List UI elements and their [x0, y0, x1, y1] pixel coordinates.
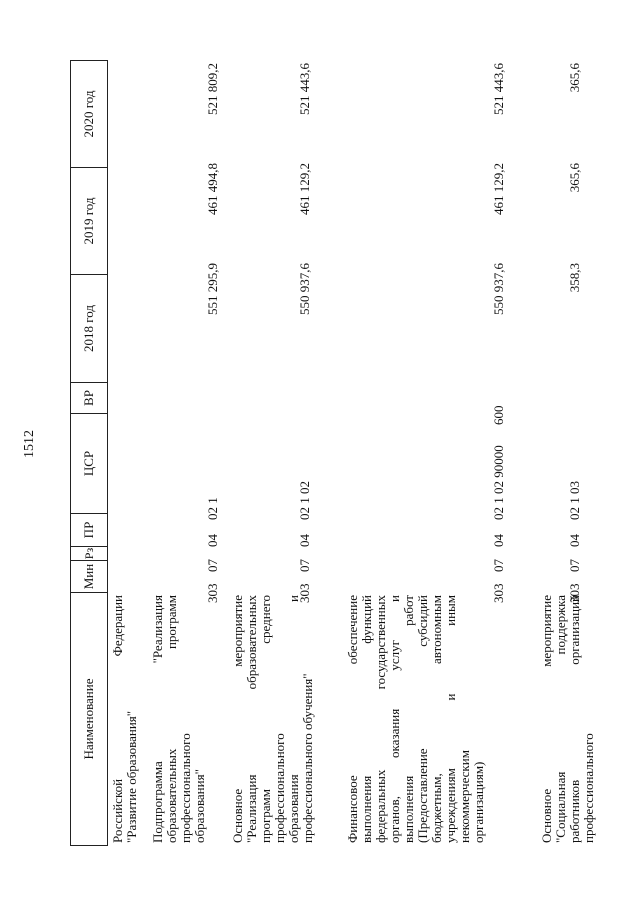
row-name-line: некоммерческим	[457, 750, 472, 843]
row-name-line: профессионального	[581, 733, 596, 843]
cell-pr: 04	[567, 534, 582, 547]
cell-y2019: 365,6	[567, 163, 582, 193]
cell-rz: 07	[491, 559, 506, 572]
row-name-line: "Развитие образования"	[124, 710, 139, 843]
row-name-line: Основное мероприятие	[539, 595, 554, 843]
cell-csr: 02 1 03	[567, 481, 582, 520]
cell-y2020: 521 443,6	[491, 63, 506, 115]
cell-min: 303	[297, 583, 312, 604]
cell-rz: 07	[205, 559, 220, 572]
header-min: Мин	[70, 560, 108, 593]
cell-y2018: 551 295,9	[205, 263, 220, 315]
row-name-line: программ среднего	[258, 595, 273, 843]
row-name-line: Подпрограмма "Реализация	[150, 595, 165, 843]
header-2019: 2019 год	[70, 167, 108, 275]
header-csr: ЦСР	[70, 413, 108, 514]
cell-y2019: 461 129,2	[491, 163, 506, 215]
cell-y2020: 365,6	[567, 63, 582, 93]
row-name-line: бюджетным, автономным	[429, 595, 444, 843]
row-name-line: образования"	[192, 769, 207, 843]
row-name-line: профессионального обучения"	[300, 673, 315, 843]
row-name: Российской Федерации "Развитие образовани…	[110, 595, 139, 843]
row-name-line: профессионального	[272, 733, 287, 843]
row-name-line: работников организаций	[567, 595, 582, 843]
cell-min: 303	[491, 583, 506, 604]
row-name-line: выполнения работ	[401, 595, 416, 843]
cell-y2018: 550 937,6	[297, 263, 312, 315]
cell-csr: 02 1 02	[297, 481, 312, 520]
row-name-line: (Предоставление субсидий	[415, 595, 430, 843]
row-name-line: Российской Федерации	[110, 595, 125, 843]
cell-pr: 04	[297, 534, 312, 547]
row-name-line: образовательных программ	[164, 595, 179, 843]
row-name: Основное мероприятие "Социальная поддержк…	[539, 595, 596, 843]
row-name-line: органов, оказания услуг и	[387, 595, 402, 843]
cell-y2018: 358,3	[567, 263, 582, 293]
cell-pr: 04	[205, 534, 220, 547]
row-name-line: образования и	[286, 595, 301, 843]
row-name-line: выполнения функций	[359, 595, 374, 843]
row-name: Финансовое обеспечение выполнения функций…	[345, 595, 486, 843]
row-name-line: профессионального	[178, 733, 193, 843]
cell-csr: 02 1 02 90000	[491, 445, 506, 520]
page-number: 1512	[22, 430, 37, 458]
header-vr: ВР	[70, 382, 108, 414]
cell-min: 303	[567, 583, 582, 604]
cell-rz: 07	[567, 559, 582, 572]
row-name: Основное мероприятие "Реализация образова…	[230, 595, 315, 843]
header-2020: 2020 год	[70, 60, 108, 168]
row-name-line: "Реализация образовательных	[244, 595, 259, 843]
row-name-line: федеральных государственных	[373, 595, 388, 843]
row-name-line: учреждениям и иным	[443, 595, 458, 843]
cell-pr: 04	[491, 534, 506, 547]
cell-csr: 02 1	[205, 497, 220, 520]
cell-y2020: 521 809,2	[205, 63, 220, 115]
cell-min: 303	[205, 583, 220, 604]
cell-rz: 07	[297, 559, 312, 572]
cell-y2019: 461 129,2	[297, 163, 312, 215]
header-rz: Рз	[70, 546, 108, 561]
row-name-line: Основное мероприятие	[230, 595, 245, 843]
row-name-line: организациям)	[471, 761, 486, 843]
header-pr: ПР	[70, 513, 108, 547]
row-name-line: Финансовое обеспечение	[345, 595, 360, 843]
cell-y2018: 550 937,6	[491, 263, 506, 315]
cell-y2020: 521 443,6	[297, 63, 312, 115]
row-name: Подпрограмма "Реализация образовательных …	[150, 595, 207, 843]
cell-vr: 600	[491, 405, 506, 426]
header-2018: 2018 год	[70, 274, 108, 383]
row-name-line: "Социальная поддержка	[553, 595, 568, 843]
header-name: Наименование	[70, 592, 108, 846]
cell-y2019: 461 494,8	[205, 163, 220, 215]
